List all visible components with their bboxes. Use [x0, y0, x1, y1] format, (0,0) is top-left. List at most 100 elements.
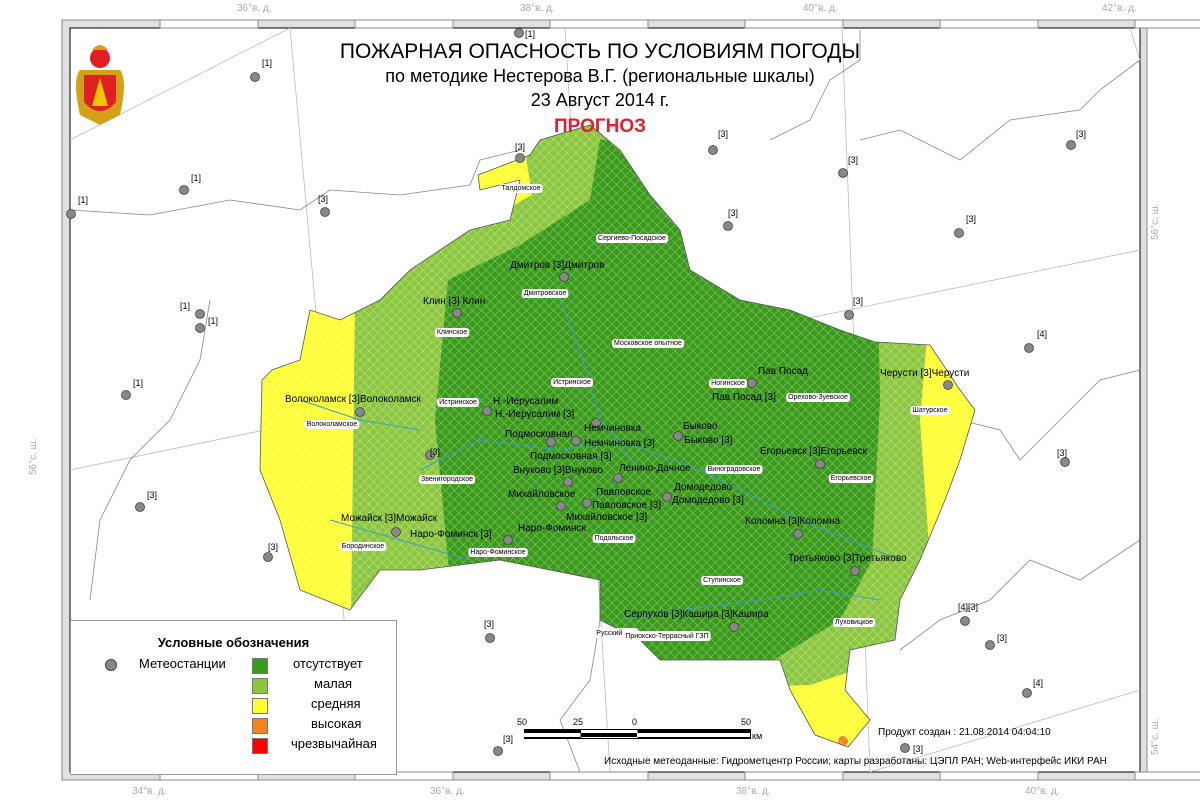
- frame-tick: [549, 19, 649, 29]
- meteo-station-marker[interactable]: [673, 431, 683, 441]
- meteo-station-marker[interactable]: [320, 207, 330, 217]
- meteo-station-marker[interactable]: [559, 272, 569, 282]
- meteo-station-marker[interactable]: [571, 436, 581, 446]
- meteo-station-label: Волоколамск [3]Волоколамск: [285, 394, 422, 405]
- meteo-station-marker[interactable]: [900, 743, 910, 753]
- meteo-station-marker[interactable]: [195, 323, 205, 333]
- meteo-station-marker[interactable]: [793, 529, 803, 539]
- meteo-station-marker[interactable]: [708, 145, 718, 155]
- meteo-station-marker[interactable]: [135, 502, 145, 512]
- meteo-station-label: [1]: [208, 316, 218, 326]
- meteo-station-marker[interactable]: [66, 209, 76, 219]
- meteo-station-label: [3]: [853, 296, 863, 306]
- meteo-station-label: Пав.Посад [3]: [712, 392, 776, 403]
- forestry-label-bg: [832, 618, 876, 627]
- meteo-station-marker[interactable]: [546, 437, 556, 447]
- border-line: [959, 369, 1141, 461]
- coat-of-arms-emblem: [76, 45, 124, 125]
- meteo-station-label: [1]: [262, 58, 272, 68]
- meteo-station-label: Павловское: [596, 487, 652, 498]
- meteo-station-marker[interactable]: [1066, 140, 1076, 150]
- meteo-station-label: [4]: [1037, 329, 1047, 339]
- forestry-label: Подольское: [595, 535, 634, 542]
- meteo-station-marker[interactable]: [960, 616, 970, 626]
- meteo-station-label: Немчиновка: [584, 423, 641, 434]
- frame-tick: [354, 771, 454, 781]
- created-timestamp: Продукт создан : 21.08.2014 04:04:10: [878, 727, 1051, 738]
- meteo-station-label: [3]: [268, 542, 278, 552]
- frame-tick: [1134, 771, 1200, 781]
- forestry-label: Московское опытное: [614, 340, 682, 347]
- scale-bar-lower: [524, 733, 750, 737]
- meteo-station-label: [3]: [913, 744, 923, 754]
- meteo-station-marker[interactable]: [1022, 688, 1032, 698]
- meteo-station-marker[interactable]: [1024, 343, 1034, 353]
- map-subtitle: по методике Нестерова В.Г. (региональные…: [385, 66, 815, 86]
- meteo-station-marker[interactable]: [591, 418, 601, 428]
- meteo-station-marker[interactable]: [514, 28, 524, 38]
- meteo-station-marker[interactable]: [838, 168, 848, 178]
- meteo-station-marker[interactable]: [582, 498, 592, 508]
- meteo-station-label: [3]: [503, 734, 513, 744]
- forestry-label: Дмитровское: [524, 290, 567, 297]
- meteo-station-marker[interactable]: [263, 552, 273, 562]
- meteo-station-marker[interactable]: [844, 310, 854, 320]
- forestry-label-bg: [339, 542, 387, 551]
- meteo-station-marker[interactable]: [503, 535, 513, 545]
- frame-tick: [744, 19, 844, 29]
- meteo-station-label: [3]: [848, 155, 858, 165]
- meteo-station-label: [1]: [191, 173, 201, 183]
- frame-tick: [549, 771, 649, 781]
- meteo-station-label: Пав.Посад: [758, 366, 808, 377]
- meteo-station-marker[interactable]: [985, 640, 995, 650]
- meteo-station-marker[interactable]: [662, 492, 672, 502]
- meteo-station-marker[interactable]: [1060, 457, 1070, 467]
- coord-top-42: 42°в. д.: [1102, 3, 1137, 14]
- meteo-station-marker[interactable]: [425, 450, 435, 460]
- meteo-station-marker[interactable]: [482, 406, 492, 416]
- meteo-station-label: [1]: [78, 195, 88, 205]
- coord-bottom-38: 38°в. д.: [736, 786, 771, 797]
- coord-left-56: 56°с. ш.: [28, 438, 39, 475]
- meteo-station-marker[interactable]: [452, 308, 462, 318]
- meteo-station-marker[interactable]: [613, 473, 623, 483]
- legend-label-medium: средняя: [311, 696, 361, 711]
- forestry-label: Звенигородское: [421, 476, 473, 483]
- meteo-station-marker[interactable]: [563, 477, 573, 487]
- meteo-station-marker[interactable]: [729, 622, 739, 632]
- coord-bottom-34: 34°в. д.: [132, 786, 167, 797]
- meteo-station-label: [3]: [515, 142, 525, 152]
- meteo-station-label: Подмосковная [3]: [530, 451, 612, 462]
- frame-tick: [1134, 19, 1200, 29]
- forestry-label-bg: [910, 406, 950, 415]
- meteo-station-marker[interactable]: [250, 72, 260, 82]
- meteo-station-label: Клин [3] Клин: [423, 296, 485, 307]
- meteo-station-label: Домодедово: [674, 482, 732, 493]
- border-line: [769, 30, 861, 141]
- meteo-station-marker[interactable]: [723, 221, 733, 231]
- forestry-label: Наро-Фоминское: [470, 549, 525, 556]
- meteo-station-marker[interactable]: [515, 153, 525, 163]
- meteo-station-marker[interactable]: [179, 185, 189, 195]
- meteo-station-marker[interactable]: [556, 501, 566, 511]
- meteo-station-marker[interactable]: [195, 309, 205, 319]
- coord-bottom-36: 36°в. д.: [430, 786, 465, 797]
- meteo-station-marker[interactable]: [493, 746, 503, 756]
- meteo-station-marker[interactable]: [121, 390, 131, 400]
- meteo-station-marker[interactable]: [954, 228, 964, 238]
- meteo-station-marker[interactable]: [850, 566, 860, 576]
- meteo-station-marker[interactable]: [943, 380, 953, 390]
- meteo-station-marker[interactable]: [391, 527, 401, 537]
- meteo-station-label: Домодедово [3]: [672, 495, 744, 506]
- forestry-label: Волоколамское: [307, 421, 358, 428]
- meteo-station-marker[interactable]: [355, 407, 365, 417]
- meteo-station-marker[interactable]: [485, 633, 495, 643]
- frame-tick: [744, 771, 844, 781]
- forestry-label-bg: [551, 378, 594, 387]
- meteo-station-marker[interactable]: [747, 378, 757, 388]
- meteo-station-marker[interactable]: [815, 459, 825, 469]
- neighbor-borders: [69, 30, 1141, 773]
- map-date: 23 Август 2014 г.: [530, 90, 670, 110]
- meteo-station-label: [1]: [180, 301, 190, 311]
- coord-top-38: 38°в. д.: [520, 3, 555, 14]
